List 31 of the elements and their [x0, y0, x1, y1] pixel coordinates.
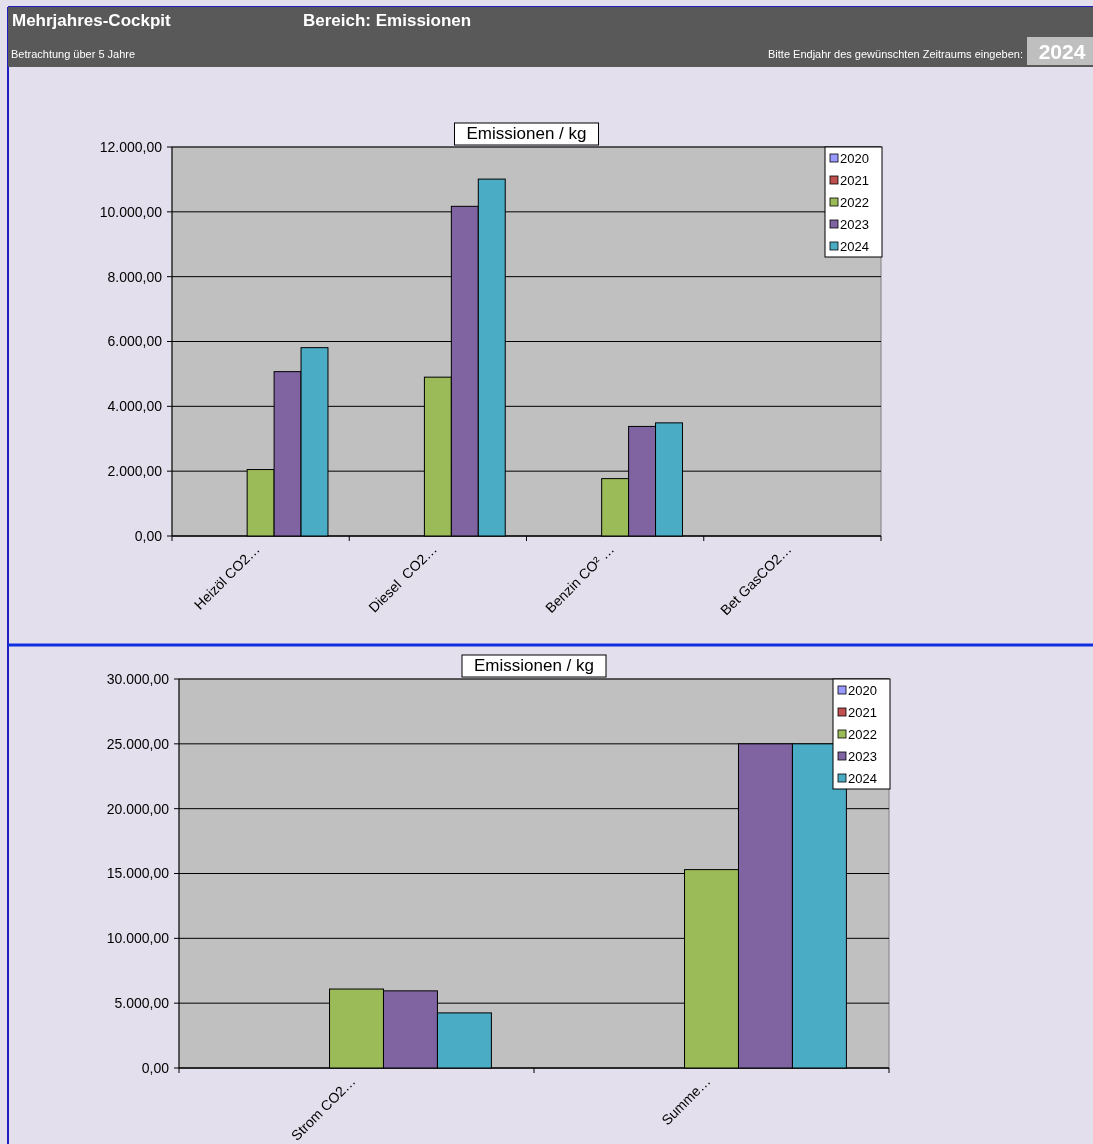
text: Betrachtung über 5 Jahre: [11, 48, 136, 60]
y-tick-label: 15.000,00: [106, 865, 170, 882]
y-tick-label: 5.000,00: [114, 995, 170, 1012]
text: Mehrjahres-Cockpit: [12, 11, 172, 30]
text: Bereich: Emissionen: [303, 11, 472, 30]
legend-label: 2023: [848, 748, 877, 764]
legend-label: 2024: [848, 770, 877, 786]
chart-title: Emissionen / kg: [466, 124, 587, 143]
legend-label: 2020: [840, 150, 869, 166]
legend-label: 2021: [840, 172, 869, 188]
legend-label: 2024: [840, 238, 869, 254]
legend-label: 2020: [848, 682, 877, 698]
legend-label: 2022: [848, 726, 877, 742]
y-tick-label: 20.000,00: [106, 800, 170, 817]
legend-label: 2023: [840, 216, 869, 232]
y-tick-label: 6.000,00: [107, 333, 163, 350]
y-tick-label: 25.000,00: [106, 735, 170, 752]
legend-label: 2021: [848, 704, 877, 720]
y-tick-label: 10.000,00: [99, 203, 163, 220]
y-tick-label: 8.000,00: [107, 268, 163, 285]
y-tick-label: 0,00: [141, 1059, 170, 1076]
text: Bitte Endjahr des gewünschten Zeitraums eingeben:: [768, 48, 1023, 60]
y-tick-label: 30.000,00: [106, 670, 170, 687]
y-tick-label: 12.000,00: [99, 138, 163, 155]
y-tick-label: 0,00: [134, 527, 163, 544]
y-tick-label: 4.000,00: [107, 398, 163, 415]
chart-title: Emissionen / kg: [474, 656, 594, 675]
text: 2024: [1038, 40, 1086, 63]
y-tick-label: 2.000,00: [107, 463, 163, 480]
legend-label: 2022: [840, 194, 869, 210]
y-tick-label: 10.000,00: [106, 930, 170, 947]
